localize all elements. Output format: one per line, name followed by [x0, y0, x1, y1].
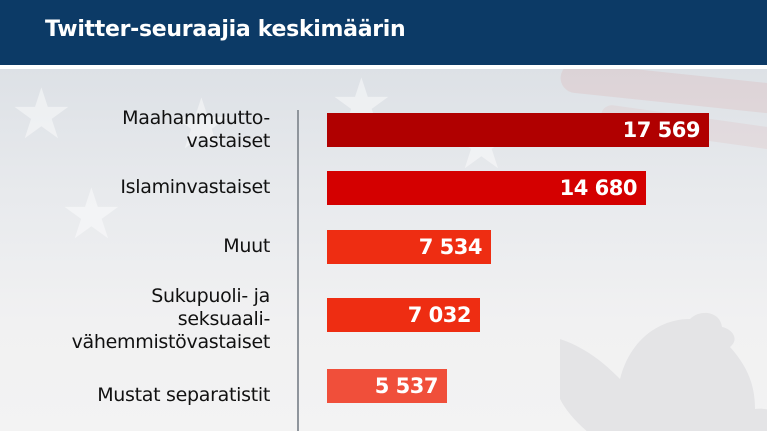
category-label: Maahanmuutto- vastaiset	[122, 107, 270, 152]
category-label: Mustat separatistit	[97, 384, 270, 406]
header-divider	[0, 65, 767, 69]
bar-mustat-separatistit: 5 537	[327, 369, 447, 403]
star-icon: ★	[170, 83, 233, 165]
category-label: Islaminvastaiset	[120, 176, 270, 198]
category-label: Muut	[223, 235, 270, 257]
bar-value-label: 14 680	[559, 176, 638, 200]
flag-stripe-decoration	[559, 69, 767, 119]
bar-maahanmuuttovastaiset: 17 569	[327, 113, 709, 147]
bar-sukupuoli-ja-seksuaalivahemmistovastaiset: 7 032	[327, 298, 480, 332]
star-icon: ★	[60, 173, 123, 255]
bar-value-label: 7 032	[407, 303, 472, 327]
category-label: Sukupuoli- ja seksuaali- vähemmistövasta…	[71, 285, 271, 353]
bar-value-label: 7 534	[418, 235, 483, 259]
bar-value-label: 5 537	[374, 374, 439, 398]
chart-header: Twitter-seuraajia keskimäärin	[0, 0, 767, 65]
bar-islaminvastaiset: 14 680	[327, 171, 646, 205]
twitter-bird-icon	[560, 312, 767, 431]
bar-value-label: 17 569	[622, 118, 701, 142]
chart-title: Twitter-seuraajia keskimäärin	[45, 17, 406, 42]
bar-muut: 7 534	[327, 230, 491, 264]
star-icon: ★	[10, 73, 73, 155]
axis-line	[297, 110, 299, 431]
